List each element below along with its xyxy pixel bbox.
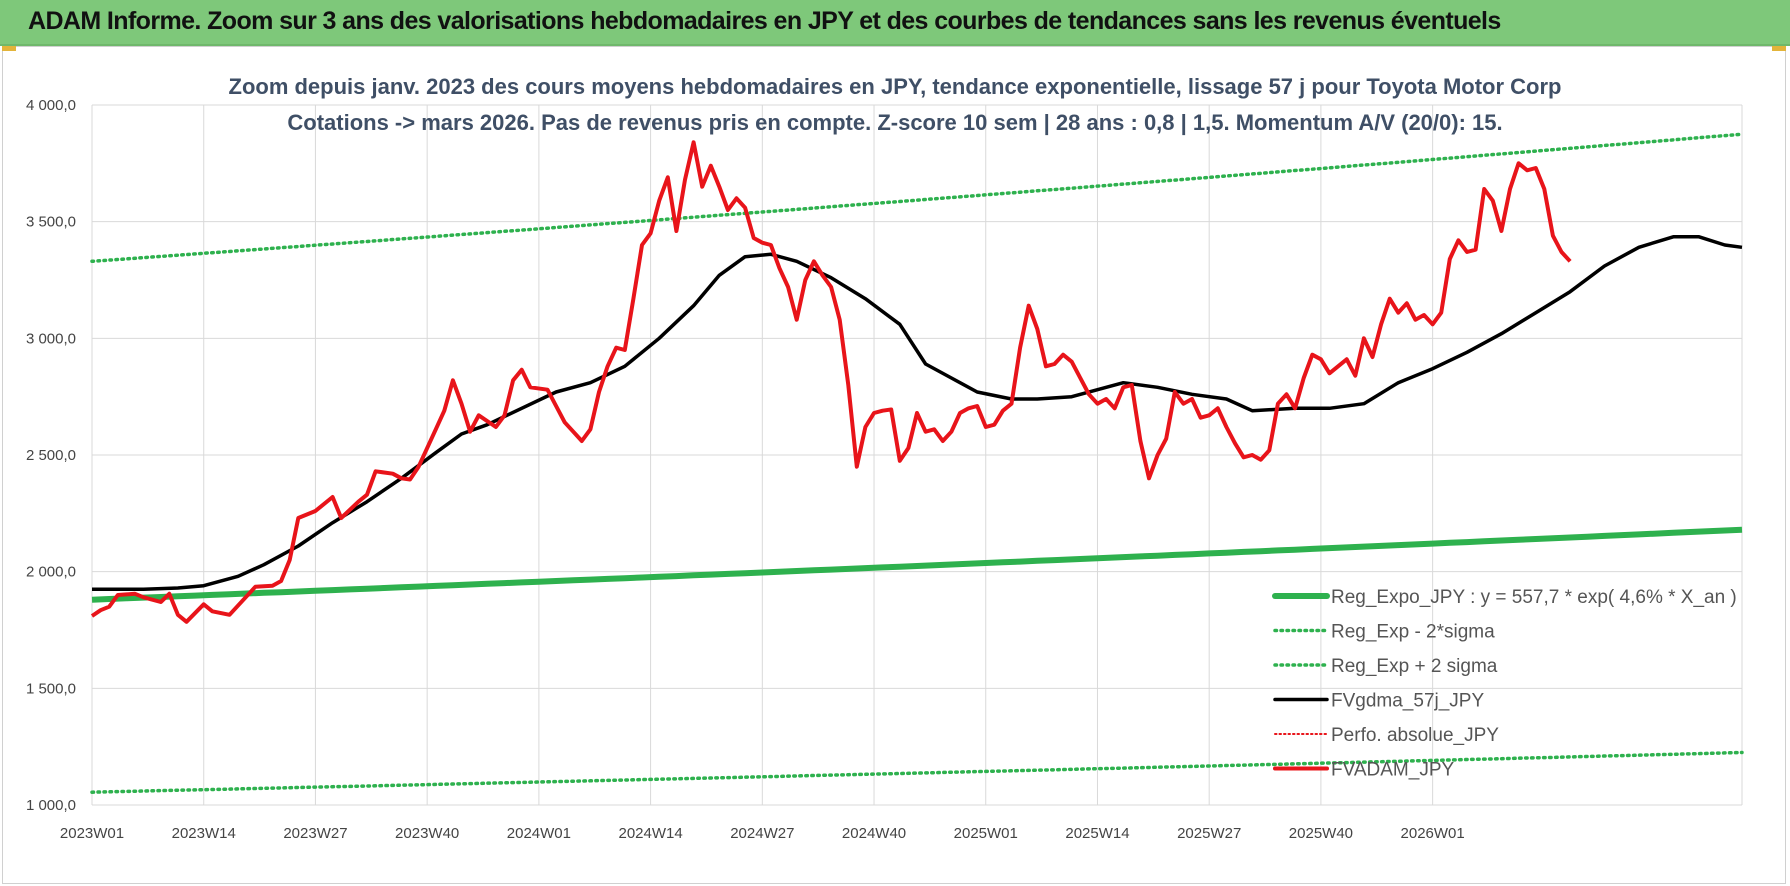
y-tick-label: 1 500,0 (26, 680, 76, 697)
x-tick-label: 2024W01 (507, 825, 571, 842)
x-tick-label: 2024W14 (618, 825, 682, 842)
x-tick-label: 2023W27 (283, 825, 347, 842)
corner-mark-left (2, 46, 16, 51)
page-title: ADAM Informe. Zoom sur 3 ans des valoris… (28, 7, 1501, 35)
legend-label: FVgdma_57j_JPY (1331, 691, 1484, 712)
x-axis: 2023W01 2023W14 2023W27 2023W40 2024W01 2024W… (60, 825, 1465, 842)
x-tick-label: 2025W27 (1177, 825, 1241, 842)
legend-label: Reg_Exp + 2 sigma (1331, 656, 1498, 677)
series-line-reg-plus-2-sigma (90, 132, 1744, 264)
x-tick-label: 2023W40 (395, 825, 459, 842)
series-line-fvadam (90, 140, 1572, 624)
x-tick-label: 2024W27 (730, 825, 794, 842)
y-tick-label: 4 000,0 (26, 97, 76, 114)
y-tick-label: 3 000,0 (26, 330, 76, 347)
series-line-fvgdma (92, 235, 1743, 591)
x-tick-label: 2023W14 (172, 825, 236, 842)
x-tick-label: 2024W40 (842, 825, 906, 842)
grid (91, 104, 1743, 806)
legend-label: FVADAM_JPY (1331, 760, 1455, 781)
x-tick-label: 2025W40 (1289, 825, 1353, 842)
legend: Reg_Expo_JPY : y = 557,7 * exp( 4,6% * X… (1272, 587, 1737, 781)
y-tick-label: 2 500,0 (26, 447, 76, 464)
chart-title: Zoom depuis janv. 2023 des cours moyens … (229, 74, 1562, 99)
y-tick-label: 2 000,0 (26, 564, 76, 581)
legend-label: Reg_Exp - 2*sigma (1331, 622, 1495, 643)
legend-label: Reg_Expo_JPY : y = 557,7 * exp( 4,6% * X… (1331, 587, 1737, 608)
header-banner: ADAM Informe. Zoom sur 3 ans des valoris… (0, 0, 1790, 46)
x-tick-label: 2025W14 (1065, 825, 1129, 842)
chart-frame (2, 46, 1786, 884)
legend-label: Perfo. absolue_JPY (1331, 725, 1499, 746)
y-tick-label: 1 000,0 (26, 797, 76, 814)
x-tick-label: 2026W01 (1401, 825, 1465, 842)
corner-mark-right (1772, 46, 1786, 51)
chart-subtitle: Cotations -> mars 2026. Pas de revenus p… (287, 110, 1502, 135)
series-group (90, 132, 1744, 794)
x-tick-label: 2025W01 (954, 825, 1018, 842)
y-tick-label: 3 500,0 (26, 214, 76, 231)
x-tick-label: 2023W01 (60, 825, 124, 842)
y-axis: 1 000,0 1 500,0 2 000,0 2 500,0 3 000,0 3 500… (26, 97, 76, 814)
series-line-reg-expo (91, 526, 1743, 603)
series-line-reg-minus-2-sigma (90, 750, 1744, 794)
